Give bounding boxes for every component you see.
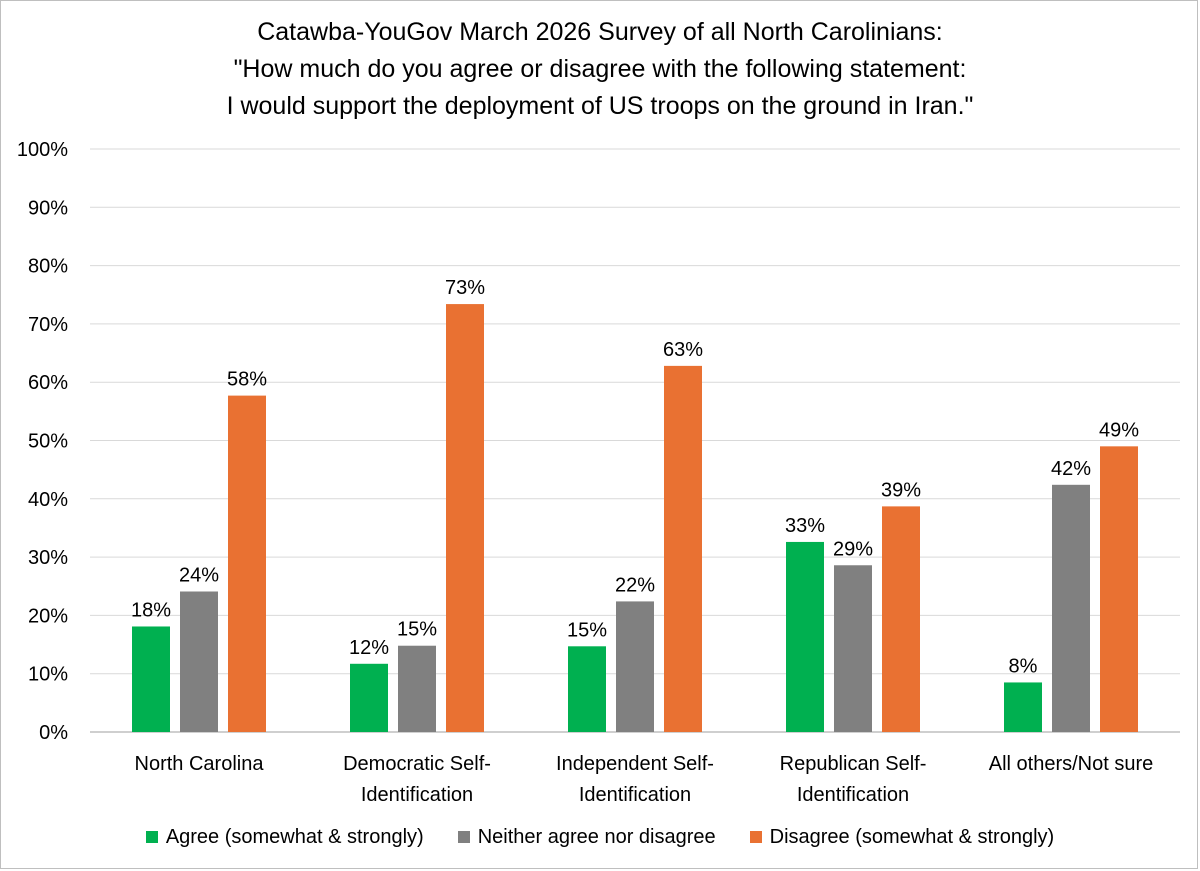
legend-swatch-neither [457, 831, 470, 843]
x-tick-label: Democratic Self- [343, 753, 491, 775]
data-label: 29% [833, 538, 873, 560]
x-tick-label: Identification [361, 784, 473, 806]
bar [446, 304, 484, 732]
chart-title-line-1: Catawba-YouGov March 2026 Survey of all … [257, 18, 943, 46]
legend-label-agree: Agree (somewhat & strongly) [165, 826, 424, 848]
bar [786, 541, 824, 732]
legend-item-neither: Neither agree nor disagree [457, 823, 716, 851]
legend-item-disagree: Disagree (somewhat & strongly) [749, 823, 1055, 851]
bar [132, 626, 170, 732]
data-label: 24% [179, 564, 219, 586]
bar [180, 591, 218, 732]
data-label: 15% [397, 619, 437, 641]
data-label: 22% [615, 574, 655, 596]
y-tick-label: 60% [28, 372, 68, 394]
y-tick-label: 50% [28, 431, 68, 453]
legend-label-disagree: Disagree (somewhat & strongly) [769, 826, 1055, 848]
x-tick-label: Identification [579, 784, 691, 806]
data-label: 73% [445, 277, 485, 299]
data-label: 39% [881, 479, 921, 501]
x-tick-label: All others/Not sure [989, 753, 1154, 775]
bar [1100, 446, 1138, 732]
bar [350, 663, 388, 732]
y-tick-label: 20% [28, 605, 68, 627]
bar [664, 365, 702, 732]
legend-swatch-disagree [749, 831, 762, 843]
bar [834, 565, 872, 732]
bar [616, 601, 654, 732]
legend-item-agree: Agree (somewhat & strongly) [145, 823, 424, 851]
data-label: 58% [227, 369, 267, 391]
legend-label-neither: Neither agree nor disagree [477, 826, 716, 848]
chart-title-line-3: I would support the deployment of US tro… [226, 92, 974, 120]
data-label: 18% [131, 599, 171, 621]
bar [568, 646, 606, 732]
data-label: 12% [349, 637, 389, 659]
y-tick-label: 10% [28, 664, 68, 686]
legend: Agree (somewhat & strongly) Neither agre… [0, 823, 1200, 851]
data-label: 49% [1099, 419, 1139, 441]
y-tick-label: 40% [28, 489, 68, 511]
legend-swatch-agree [145, 831, 158, 843]
y-tick-label: 100% [17, 139, 68, 161]
data-label: 63% [663, 339, 703, 361]
bar [1004, 682, 1042, 732]
y-tick-label: 80% [28, 256, 68, 278]
x-tick-label: Independent Self- [556, 753, 714, 775]
data-label: 15% [567, 619, 607, 641]
x-tick-label: North Carolina [135, 753, 265, 775]
bar [1052, 484, 1090, 732]
data-label: 8% [1009, 655, 1038, 677]
bar [228, 395, 266, 732]
bar [398, 645, 436, 732]
data-label: 42% [1051, 458, 1091, 480]
chart-title-line-2: "How much do you agree or disagree with … [233, 55, 967, 83]
bar [882, 506, 920, 732]
y-tick-label: 90% [28, 197, 68, 219]
y-tick-label: 70% [28, 314, 68, 336]
x-tick-label: Republican Self- [780, 753, 927, 775]
data-label: 33% [785, 515, 825, 537]
y-tick-label: 30% [28, 547, 68, 569]
y-tick-label: 0% [39, 722, 68, 744]
x-tick-label: Identification [797, 784, 909, 806]
chart-title: Catawba-YouGov March 2026 Survey of all … [0, 14, 1200, 125]
